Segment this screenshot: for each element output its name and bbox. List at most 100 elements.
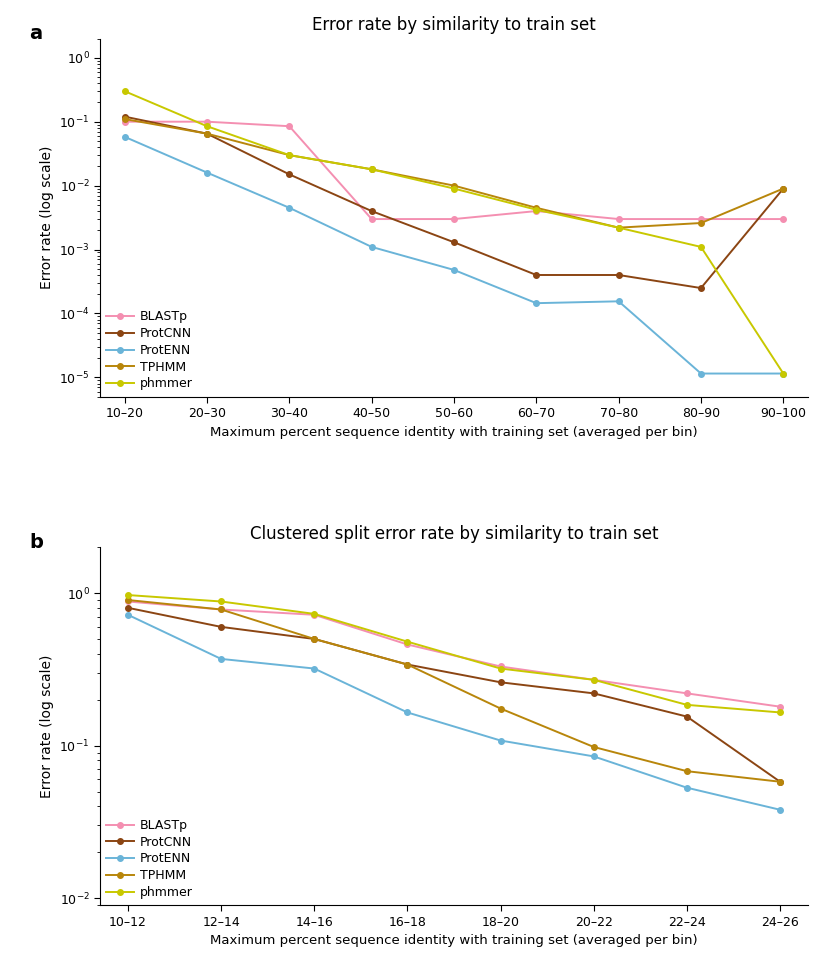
phmmer [696,241,706,252]
Legend: BLASTp, ProtCNN, ProtENN, TPHMM, phmmer: BLASTp, ProtCNN, ProtENN, TPHMM, phmmer [107,819,192,899]
phmmer [682,699,692,711]
TPHMM [402,659,412,670]
Line: ProtCNN: ProtCNN [122,114,786,291]
ProtCNN [778,183,788,195]
BLASTp [449,213,459,224]
Line: BLASTp: BLASTp [122,118,786,221]
ProtENN [696,368,706,379]
TPHMM [202,128,212,140]
Text: a: a [29,24,42,43]
ProtCNN [589,688,599,699]
ProtENN [216,653,226,664]
Line: TPHMM: TPHMM [122,117,786,230]
Line: BLASTp: BLASTp [125,599,783,710]
TPHMM [531,202,541,214]
Title: Clustered split error rate by similarity to train set: Clustered split error rate by similarity… [250,525,658,543]
ProtENN [496,735,506,746]
TPHMM [216,604,226,615]
Line: ProtENN: ProtENN [125,612,783,813]
phmmer [614,221,624,233]
ProtENN [123,609,133,620]
ProtCNN [367,205,377,217]
Legend: BLASTp, ProtCNN, ProtENN, TPHMM, phmmer: BLASTp, ProtCNN, ProtENN, TPHMM, phmmer [107,310,192,390]
ProtENN [120,131,130,143]
phmmer [216,596,226,608]
ProtENN [614,296,624,307]
X-axis label: Maximum percent sequence identity with training set (averaged per bin): Maximum percent sequence identity with t… [210,426,698,438]
TPHMM [367,164,377,175]
Line: phmmer: phmmer [125,592,783,716]
BLASTp [614,213,624,224]
phmmer [449,183,459,195]
ProtENN [284,202,294,214]
TPHMM [120,114,130,125]
BLASTp [402,638,412,650]
Y-axis label: Error rate (log scale): Error rate (log scale) [40,655,54,797]
phmmer [778,368,788,379]
phmmer [775,707,785,718]
BLASTp [531,205,541,217]
phmmer [120,86,130,97]
ProtCNN [202,128,212,140]
BLASTp [775,701,785,713]
TPHMM [614,221,624,233]
TPHMM [589,742,599,753]
ProtCNN [402,659,412,670]
ProtENN [402,707,412,718]
TPHMM [696,218,706,229]
Text: b: b [29,533,43,552]
TPHMM [496,703,506,715]
Line: ProtCNN: ProtCNN [125,605,783,785]
ProtCNN [775,776,785,788]
ProtENN [778,368,788,379]
BLASTp [216,604,226,615]
ProtENN [449,264,459,275]
phmmer [367,164,377,175]
ProtENN [589,750,599,762]
BLASTp [202,116,212,127]
Title: Error rate by similarity to train set: Error rate by similarity to train set [312,16,596,35]
Line: TPHMM: TPHMM [125,597,783,785]
TPHMM [123,594,133,606]
BLASTp [123,596,133,608]
TPHMM [682,766,692,777]
BLASTp [284,120,294,132]
ProtCNN [696,282,706,294]
phmmer [402,636,412,647]
BLASTp [589,674,599,686]
BLASTp [309,609,319,620]
ProtCNN [531,270,541,281]
ProtCNN [120,111,130,122]
ProtCNN [496,677,506,689]
ProtENN [309,663,319,674]
ProtCNN [284,169,294,180]
ProtCNN [614,270,624,281]
BLASTp [682,688,692,699]
ProtENN [682,782,692,794]
ProtCNN [682,711,692,722]
BLASTp [778,213,788,224]
ProtCNN [309,634,319,645]
ProtENN [367,241,377,252]
phmmer [531,204,541,216]
TPHMM [309,634,319,645]
phmmer [496,663,506,674]
ProtENN [202,167,212,178]
phmmer [309,608,319,619]
X-axis label: Maximum percent sequence identity with training set (averaged per bin): Maximum percent sequence identity with t… [210,934,698,948]
ProtENN [775,804,785,816]
TPHMM [449,180,459,192]
phmmer [589,674,599,686]
ProtENN [531,298,541,309]
TPHMM [284,149,294,161]
ProtCNN [216,621,226,633]
Line: phmmer: phmmer [122,89,786,377]
TPHMM [775,776,785,788]
Y-axis label: Error rate (log scale): Error rate (log scale) [40,146,53,289]
BLASTp [696,213,706,224]
phmmer [202,120,212,132]
BLASTp [120,116,130,127]
TPHMM [778,183,788,195]
BLASTp [367,213,377,224]
ProtCNN [449,237,459,248]
